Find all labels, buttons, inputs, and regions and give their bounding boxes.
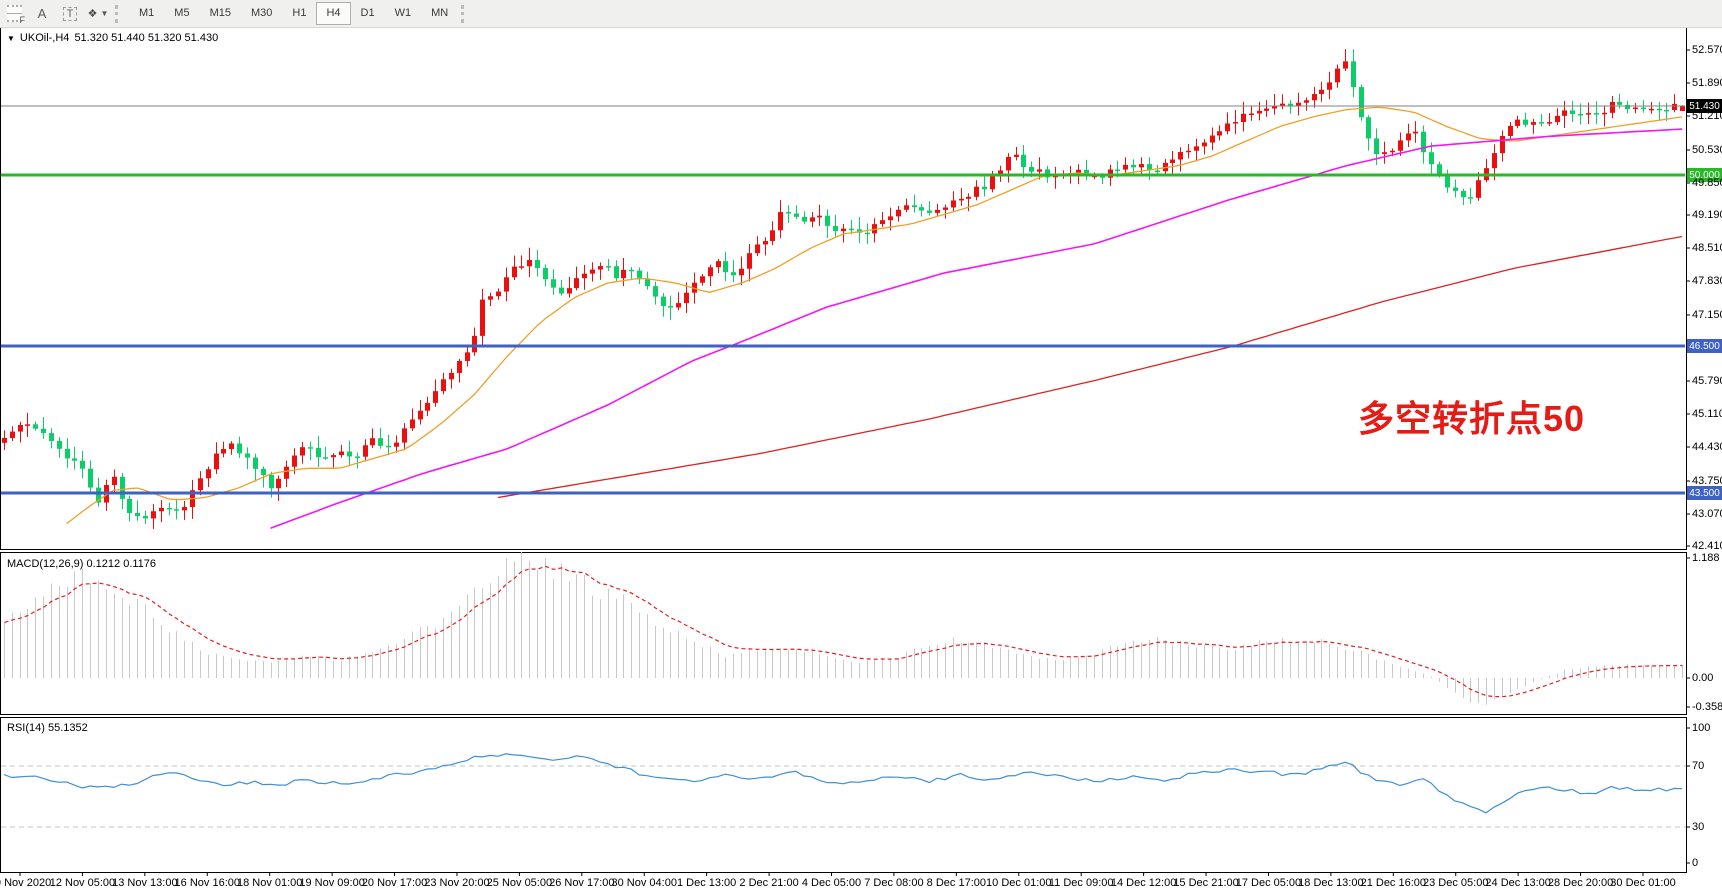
time-axis-label: 30 Dec 01:00 bbox=[1610, 877, 1676, 889]
time-axis-label: 24 Dec 13:00 bbox=[1485, 877, 1551, 889]
chevron-down-icon[interactable]: ▼ bbox=[7, 33, 15, 43]
macd-label: MACD(12,26,9) 0.1212 0.1176 bbox=[7, 558, 156, 570]
rsi-axis-label: 100 bbox=[1692, 722, 1711, 734]
macd-value-main: 0.1212 bbox=[86, 558, 121, 570]
time-axis-label: 23 Dec 05:00 bbox=[1423, 877, 1489, 889]
macd-axis-label: 0.00 bbox=[1692, 672, 1714, 684]
ohlc-values: 51.320 51.440 51.320 51.430 bbox=[74, 32, 219, 44]
text-box-tool-button[interactable]: T bbox=[58, 3, 82, 25]
price-axis-label: 52.570 bbox=[1692, 44, 1722, 56]
price-axis-label: 50.530 bbox=[1692, 144, 1722, 156]
price-tag-50.000: 50.000 bbox=[1687, 168, 1722, 182]
chart-title: ▼ UKOil-,H4 51.320 51.440 51.320 51.430 bbox=[7, 32, 218, 44]
fibo-grid-label: F bbox=[19, 14, 26, 25]
fibo-grid-icon bbox=[6, 5, 22, 22]
toolbar-grip[interactable] bbox=[461, 4, 468, 23]
price-axis-label: 49.850 bbox=[1692, 177, 1722, 189]
time-axis-label: 15 Dec 21:00 bbox=[1173, 877, 1239, 889]
timeframe-button-mn[interactable]: MN bbox=[431, 7, 449, 19]
time-axis-label: 13 Nov 13:00 bbox=[112, 877, 178, 889]
time-axis-label: 28 Dec 20:00 bbox=[1547, 877, 1614, 889]
time-axis-label: 26 Nov 17:00 bbox=[549, 877, 615, 889]
time-axis-label: 10 Dec 01:00 bbox=[986, 877, 1052, 889]
rsi-label: RSI(14) 55.1352 bbox=[7, 722, 88, 734]
price-axis-label: 43.750 bbox=[1692, 475, 1722, 487]
dropdown-caret-icon[interactable]: ▼ bbox=[100, 9, 109, 18]
time-axis-label: 7 Dec 08:00 bbox=[864, 877, 924, 889]
timeframe-button-m5[interactable]: M5 bbox=[174, 7, 190, 19]
arrows-cursor-tool-button[interactable]: ❖ ▼ bbox=[86, 3, 110, 25]
price-axis-label: 44.430 bbox=[1692, 441, 1722, 453]
time-axis-label: 23 Nov 20:00 bbox=[424, 877, 490, 889]
timeframe-group: M1 M5 M15 M30 H1 H4 D1 W1 MN bbox=[129, 2, 458, 25]
annotation-text: 多空转折点50 bbox=[1358, 398, 1586, 439]
time-axis-label: 4 Dec 05:00 bbox=[801, 877, 862, 889]
macd-axis-label: 1.188 bbox=[1692, 552, 1720, 564]
time-axis-label: 2 Dec 21:00 bbox=[739, 877, 799, 889]
price-axis-label: 51.210 bbox=[1692, 110, 1722, 122]
price-axis-label: 51.890 bbox=[1692, 77, 1722, 89]
time-axis-label: 14 Dec 12:00 bbox=[1110, 877, 1177, 889]
text-annotation-tool-button[interactable]: A bbox=[30, 3, 54, 25]
text-box-icon: T bbox=[62, 6, 78, 21]
time-axis-label: 8 Dec 17:00 bbox=[926, 877, 987, 889]
rsi-value: 55.1352 bbox=[47, 722, 88, 734]
price-tag-46.500: 46.500 bbox=[1687, 339, 1722, 353]
macd-value-signal: 0.1176 bbox=[123, 558, 157, 570]
time-axis-label: 30 Nov 04:00 bbox=[611, 877, 677, 889]
time-axis-label: 19 Nov 09:00 bbox=[299, 877, 365, 889]
time-axis-label: 25 Nov 05:00 bbox=[486, 877, 553, 889]
top-toolbar: F A T ❖ ▼ M1 M5 M15 M30 H1 H4 D1 W1 MN bbox=[0, 0, 1722, 28]
price-tag-43.500: 43.500 bbox=[1687, 486, 1722, 500]
diamond-arrows-icon: ❖ bbox=[87, 8, 98, 20]
toolbar-grip[interactable] bbox=[115, 4, 122, 23]
time-axis-label: 10 Nov 2020 bbox=[0, 877, 52, 889]
price-axis-label: 49.190 bbox=[1692, 209, 1722, 221]
price-axis-label: 43.070 bbox=[1692, 508, 1722, 520]
rsi-name: RSI(14) bbox=[7, 722, 45, 734]
time-axis-label: 18 Dec 13:00 bbox=[1298, 877, 1364, 889]
text-icon: A bbox=[37, 6, 47, 21]
price-axis-label: 45.110 bbox=[1692, 408, 1722, 420]
timeframe-button-m1[interactable]: M1 bbox=[139, 7, 155, 19]
fibo-grid-tool-button[interactable]: F bbox=[2, 3, 26, 25]
rsi-axis-label: 0 bbox=[1692, 857, 1699, 869]
timeframe-button-h1[interactable]: H1 bbox=[292, 7, 307, 19]
timeframe-button-w1[interactable]: W1 bbox=[394, 7, 412, 19]
price-axis-label: 45.790 bbox=[1692, 375, 1722, 387]
timeframe-button-d1[interactable]: D1 bbox=[360, 7, 375, 19]
time-axis-label: 20 Nov 17:00 bbox=[361, 877, 428, 889]
macd-name: MACD(12,26,9) bbox=[7, 558, 84, 570]
price-tag-51.430: 51.430 bbox=[1687, 99, 1722, 113]
time-axis-label: 16 Nov 16:00 bbox=[174, 877, 240, 889]
price-axis-label: 48.510 bbox=[1692, 242, 1722, 254]
price-axis-label: 42.410 bbox=[1692, 540, 1722, 552]
rsi-axis-label: 70 bbox=[1692, 760, 1705, 772]
time-axis-label: 18 Nov 01:00 bbox=[236, 877, 303, 889]
time-axis-label: 17 Dec 05:00 bbox=[1235, 877, 1302, 889]
time-axis-label: 12 Nov 05:00 bbox=[49, 877, 116, 889]
time-axis-label: 21 Dec 16:00 bbox=[1360, 877, 1427, 889]
time-axis-label: 1 Dec 13:00 bbox=[676, 877, 737, 889]
rsi-axis-label: 30 bbox=[1692, 821, 1705, 833]
macd-axis-label: -0.3582 bbox=[1692, 701, 1722, 713]
symbol-period-label: UKOil-,H4 bbox=[19, 32, 70, 44]
timeframe-button-m15[interactable]: M15 bbox=[209, 7, 231, 19]
timeframe-button-h4[interactable]: H4 bbox=[316, 2, 351, 25]
time-axis-label: 11 Dec 09:00 bbox=[1048, 877, 1114, 889]
price-axis-label: 47.830 bbox=[1692, 275, 1722, 287]
timeframe-button-m30[interactable]: M30 bbox=[250, 7, 273, 19]
price-axis-label: 47.150 bbox=[1692, 309, 1722, 321]
